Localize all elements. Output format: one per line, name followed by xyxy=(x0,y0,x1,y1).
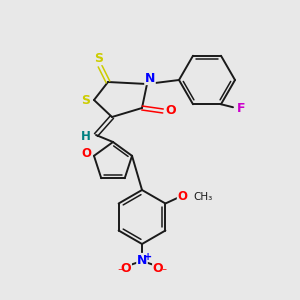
Text: N: N xyxy=(137,254,147,266)
Text: H: H xyxy=(81,130,91,143)
Text: O: O xyxy=(177,190,188,203)
Text: O: O xyxy=(121,262,131,275)
Text: ⁻: ⁻ xyxy=(118,267,123,277)
Text: F: F xyxy=(237,102,245,115)
Text: +: + xyxy=(144,252,152,262)
Text: O: O xyxy=(81,147,91,160)
Text: ⁻: ⁻ xyxy=(161,267,166,277)
Text: O: O xyxy=(166,104,176,118)
Text: N: N xyxy=(145,71,155,85)
Text: O: O xyxy=(153,262,163,275)
Text: S: S xyxy=(82,94,91,106)
Text: S: S xyxy=(94,52,103,64)
Text: CH₃: CH₃ xyxy=(194,191,213,202)
